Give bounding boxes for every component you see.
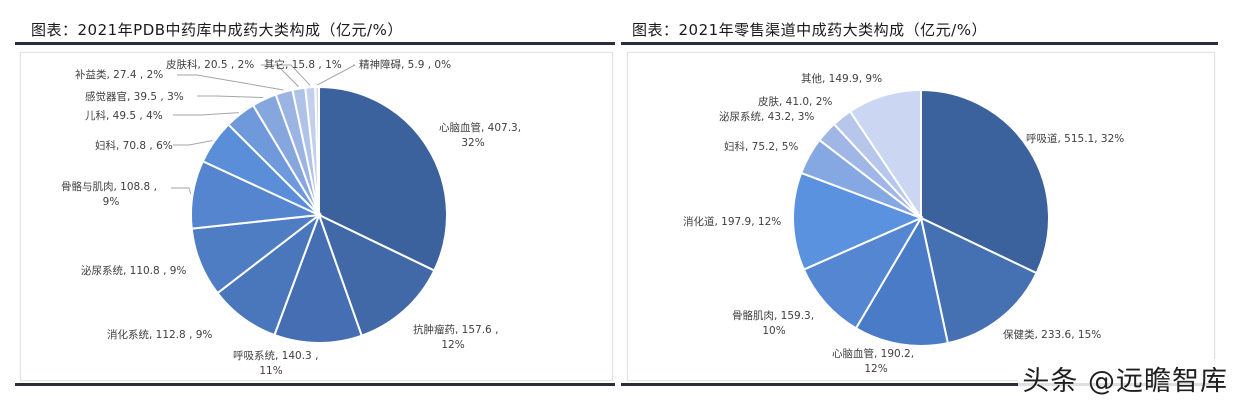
pie-slice-0 bbox=[318, 85, 448, 272]
leader-line bbox=[316, 64, 356, 86]
left-title-rule bbox=[15, 42, 615, 45]
slice-label: 精神障碍, 5.9 , 0% bbox=[359, 58, 451, 71]
right-title-rule bbox=[621, 42, 1218, 45]
slice-label: 其他, 149.9, 9% bbox=[801, 72, 882, 85]
leader-line bbox=[277, 64, 311, 86]
slice-label: 保健类, 233.6, 15% bbox=[1003, 328, 1101, 341]
left-bottom-rule bbox=[15, 383, 615, 386]
slice-label-percent: 9% bbox=[103, 196, 120, 208]
slice-label: 呼吸道, 515.1, 32% bbox=[1026, 132, 1124, 145]
slice-label: 骨骼肌肉, 159.3, bbox=[732, 309, 814, 322]
right-chart-frame: 呼吸道, 515.1, 32% 保健类, 233.6, 15% 心脑血管, 190.… bbox=[627, 52, 1215, 381]
pie-slice-1 bbox=[317, 213, 436, 337]
slice-label: 呼吸系统, 140.3 , bbox=[233, 349, 318, 362]
leader-line bbox=[171, 187, 192, 194]
slice-label: 心脑血管, 407.3, bbox=[439, 121, 521, 134]
slice-label: 皮肤, 41.0, 2% bbox=[758, 95, 832, 108]
right-pie-chart: 呼吸道, 515.1, 32% 保健类, 233.6, 15% 心脑血管, 190.… bbox=[683, 72, 1124, 375]
left-chart-frame: 心脑血管, 407.3, 32% 抗肿瘤药, 157.6 , 12% 呼吸系统, 140… bbox=[20, 52, 613, 381]
right-chart-title: 图表：2021年零售渠道中成药大类构成（亿元/%） bbox=[632, 21, 987, 39]
slice-label-percent: 12% bbox=[864, 363, 887, 375]
slice-label: 泌尿系统, 43.2, 3% bbox=[719, 110, 814, 123]
leader-line bbox=[197, 95, 264, 99]
slice-label: 消化系统, 112.8 , 9% bbox=[107, 328, 212, 341]
slice-label: 感觉器官, 39.5 , 3% bbox=[85, 90, 184, 103]
pie-slice-2 bbox=[273, 212, 363, 344]
slice-label: 妇科, 70.8 , 6% bbox=[95, 139, 173, 152]
left-pie-chart: 心脑血管, 407.3, 32% 抗肿瘤药, 157.6 , 12% 呼吸系统, 140… bbox=[61, 58, 521, 377]
leader-line bbox=[173, 140, 213, 146]
slice-label: 儿科, 49.5 , 4% bbox=[85, 109, 163, 122]
slice-label: 消化道, 197.9, 12% bbox=[683, 215, 781, 228]
left-chart-title: 图表：2021年PDB中药库中成药大类构成（亿元/%） bbox=[31, 21, 403, 39]
slice-label-percent: 10% bbox=[762, 325, 785, 337]
pie-slice-0 bbox=[920, 88, 1050, 275]
slice-label: 骨骼与肌肉, 108.8 , bbox=[61, 180, 157, 193]
slice-label: 其它, 15.8 , 1% bbox=[264, 58, 342, 71]
pie-slice-12 bbox=[314, 85, 320, 216]
slice-label: 皮肤科, 20.5 , 2% bbox=[166, 58, 254, 71]
right-bottom-rule bbox=[621, 383, 1218, 386]
slice-label: 妇科, 75.2, 5% bbox=[724, 140, 798, 153]
leader-line bbox=[177, 74, 284, 91]
pie-slice-3 bbox=[802, 215, 924, 330]
slice-label: 补益类, 27.4 , 2% bbox=[75, 68, 163, 81]
slice-label: 抗肿瘤药, 157.6 , bbox=[413, 323, 498, 336]
watermark-text: 头条 @远瞻智库 bbox=[1018, 359, 1232, 398]
slice-label-percent: 11% bbox=[259, 365, 282, 377]
pie-slice-1 bbox=[919, 216, 1038, 345]
slice-label-percent: 32% bbox=[461, 137, 484, 149]
pie-slice-8 bbox=[848, 88, 922, 222]
leader-line bbox=[173, 112, 239, 116]
slice-label: 泌尿系统, 110.8 , 9% bbox=[81, 264, 186, 277]
slice-label: 心脑血管, 190.2, bbox=[832, 347, 914, 360]
pie-slice-2 bbox=[854, 215, 950, 347]
slice-label-percent: 12% bbox=[441, 339, 464, 351]
pie-slice-4 bbox=[792, 171, 924, 271]
